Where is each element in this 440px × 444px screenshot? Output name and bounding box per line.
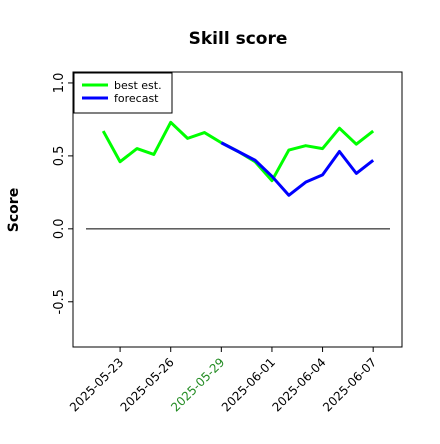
y-tick-label: 1.0 xyxy=(52,73,67,94)
y-axis-label: Score xyxy=(6,188,22,232)
legend-label: forecast xyxy=(114,92,159,105)
chart-title: Skill score xyxy=(189,29,288,49)
plot-frame xyxy=(72,71,403,348)
y-tick-label: 0.0 xyxy=(52,218,67,239)
legend-box xyxy=(73,72,173,114)
x-tick-label: 2025-06-07 xyxy=(320,355,379,414)
y-tick-label: 0.5 xyxy=(52,146,67,167)
y-tick-label: -0.5 xyxy=(52,289,67,314)
series-line xyxy=(220,141,375,197)
legend-label: best est. xyxy=(114,79,162,92)
